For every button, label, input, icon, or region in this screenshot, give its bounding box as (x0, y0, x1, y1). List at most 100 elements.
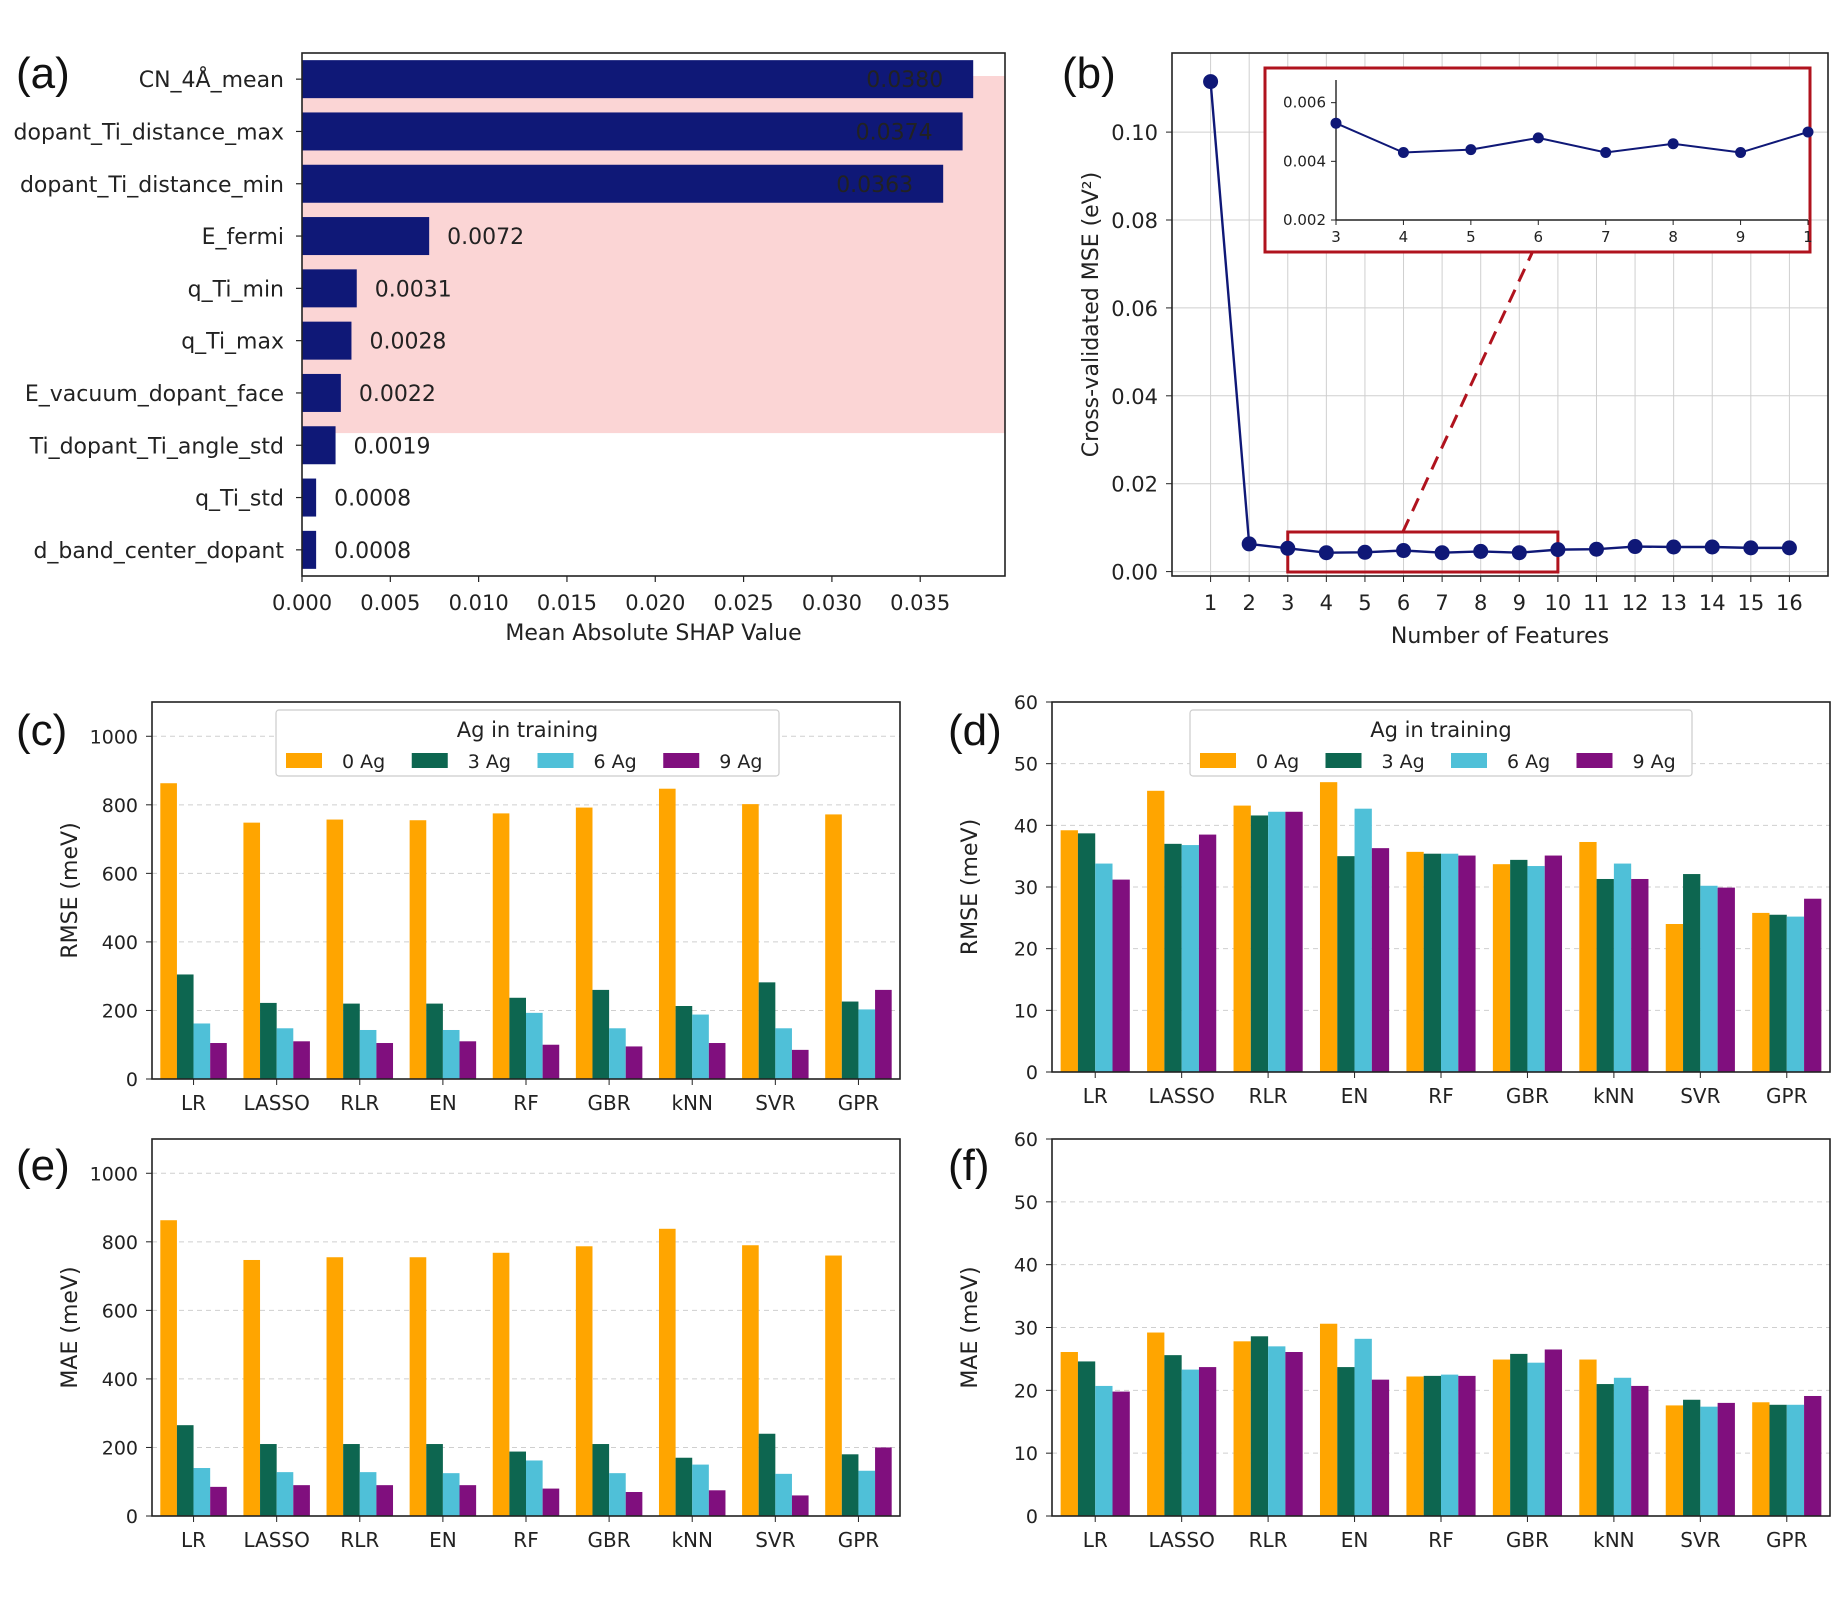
panel-label: (a) (16, 49, 70, 98)
bar-6ag (1786, 916, 1805, 1072)
legend-swatch (1200, 753, 1236, 768)
mse-point (1704, 539, 1720, 555)
bar-9ag (1717, 887, 1735, 1072)
y-tick-label: 20 (1014, 1380, 1038, 1402)
legend-entry: 0 Ag (1256, 751, 1299, 773)
category-label: GBR (588, 1528, 631, 1552)
bar-0ag (1406, 851, 1424, 1072)
bar-3ag (1423, 853, 1441, 1072)
bar-9ag (1371, 1379, 1390, 1516)
y-axis-label: RMSE (meV) (958, 819, 983, 955)
x-tick-label: 15 (1737, 591, 1764, 615)
bar-0ag (409, 1257, 427, 1516)
mse-point (1357, 544, 1373, 560)
bar-0ag (1147, 790, 1165, 1072)
bar-9ag (1198, 1367, 1217, 1516)
y-axis-label: MAE (meV) (958, 1266, 983, 1388)
bar-6ag (1527, 1362, 1545, 1516)
category-label: GPR (1766, 1084, 1808, 1108)
bar-6ag (442, 1029, 460, 1079)
y-axis-label: Cross-validated MSE (eV²) (1079, 172, 1104, 457)
mse-point (1434, 545, 1450, 561)
bar-3ag (1683, 1399, 1701, 1516)
legend-entry: 3 Ag (1382, 751, 1425, 773)
legend-box (1189, 709, 1693, 777)
bar-9ag (542, 1488, 560, 1516)
bar-3ag (176, 974, 194, 1079)
x-tick-label: 4 (1320, 591, 1333, 615)
bar-3ag (1250, 815, 1269, 1072)
bar-3ag (176, 1425, 194, 1516)
legend-entry: 9 Ag (1633, 751, 1676, 773)
bar-9ag (210, 1486, 227, 1516)
bar-9ag (459, 1485, 477, 1516)
bar-3ag (426, 1444, 443, 1516)
bar-9ag (625, 1492, 643, 1516)
shap-bar (302, 530, 317, 569)
bar-6ag (1354, 1338, 1372, 1516)
inset-y-tick-label: 0.006 (1283, 94, 1326, 112)
y-tick-label: 0.08 (1111, 209, 1158, 233)
x-tick-label: 13 (1660, 591, 1687, 615)
y-tick-label: 800 (102, 1232, 138, 1254)
category-label: RLR (1249, 1084, 1288, 1108)
bar-3ag (1769, 1404, 1787, 1516)
category-label: RLR (340, 1091, 379, 1115)
bar-0ag (1579, 1359, 1597, 1516)
x-tick-label: 6 (1397, 591, 1410, 615)
plot-frame (301, 52, 1006, 577)
mse-point (1280, 540, 1296, 556)
shap-bar (302, 478, 317, 517)
mse-line (1209, 81, 1790, 554)
bar-0ag (1233, 1341, 1251, 1516)
category-label: kNN (671, 1091, 713, 1115)
x-tick-label: 2 (1242, 591, 1255, 615)
bar-0ag (742, 804, 759, 1079)
y-tick-label: 10 (1014, 1000, 1038, 1022)
bar-0ag (243, 822, 261, 1079)
legend-entry: 3 Ag (468, 751, 511, 773)
bar-3ag (758, 982, 776, 1079)
bar-9ag (1631, 878, 1649, 1072)
inset-mse-point (1397, 147, 1409, 159)
inset-x-tick-label: 3 (1331, 228, 1341, 246)
bar-0ag (825, 1255, 842, 1516)
bar-3ag (1164, 1355, 1182, 1516)
bar-value-label: 0.0008 (334, 539, 411, 564)
bar-9ag (293, 1041, 310, 1079)
feature-label: dopant_Ti_distance_min (20, 173, 284, 198)
bar-value-label: 0.0374 (856, 120, 933, 145)
legend: Ag in training 0 Ag 3 Ag 6 Ag 9 Ag (275, 709, 780, 777)
shap-bar (302, 60, 974, 99)
x-tick-label: 0.000 (272, 591, 332, 615)
bar-6ag (775, 1028, 792, 1079)
x-tick-label: 3 (1281, 591, 1294, 615)
bar-9ag (1631, 1385, 1649, 1516)
bar-0ag (1319, 782, 1338, 1072)
x-tick-label: 0.030 (802, 591, 862, 615)
bar-3ag (509, 997, 526, 1079)
category-label: SVR (755, 1091, 795, 1115)
y-tick-label: 50 (1014, 754, 1038, 776)
feature-label: q_Ti_min (188, 277, 284, 302)
category-label: GBR (1506, 1084, 1549, 1108)
shap-bar (302, 426, 336, 465)
feature-label: CN_4Å_mean (139, 66, 284, 93)
bar-6ag (1095, 863, 1113, 1072)
x-tick-label: 0.015 (537, 591, 597, 615)
bar-6ag (1527, 866, 1545, 1072)
bar-6ag (1181, 845, 1199, 1072)
legend-swatch (537, 753, 574, 768)
bar-0ag (160, 1220, 177, 1516)
bar-6ag (609, 1028, 626, 1079)
bar-0ag (409, 820, 427, 1079)
category-label: RF (1428, 1084, 1453, 1108)
y-tick-label: 600 (102, 1300, 138, 1322)
inset-mse-point (1465, 144, 1477, 156)
inset-x-tick-label: 7 (1601, 228, 1611, 246)
bar-9ag (210, 1043, 227, 1079)
shap-bar (302, 164, 944, 203)
category-label: LR (1083, 1084, 1108, 1108)
legend-entry: 6 Ag (594, 751, 637, 773)
bar-3ag (1077, 833, 1096, 1072)
